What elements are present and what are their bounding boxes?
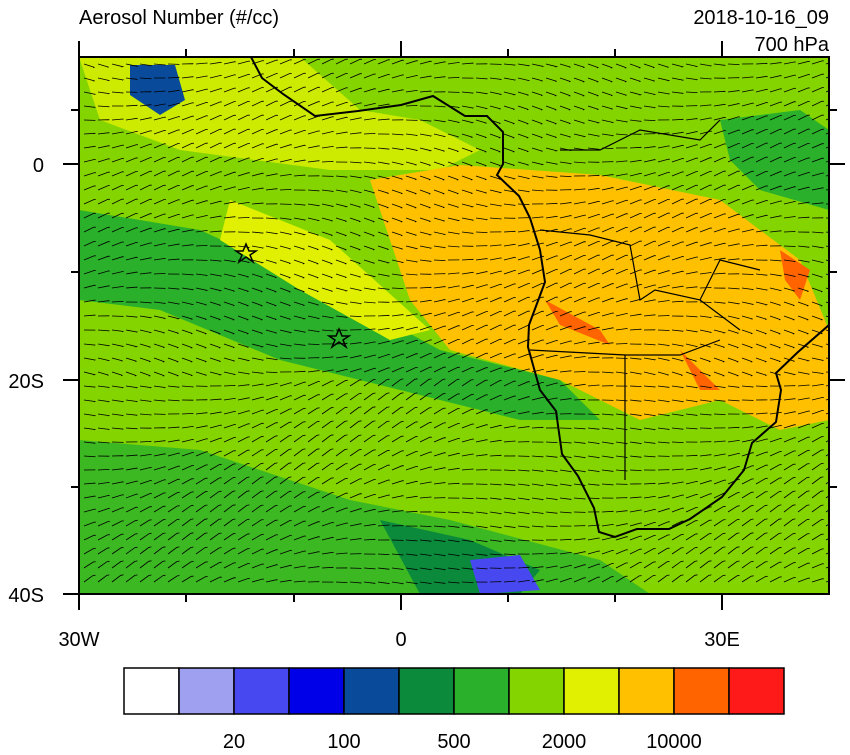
colorbar-box	[728, 667, 785, 715]
colorbar-label: 2000	[542, 731, 587, 750]
site-markers	[233, 242, 352, 350]
coastline	[250, 57, 829, 539]
barb-set	[83, 58, 829, 585]
level: 700 hPa	[754, 34, 829, 56]
colorbar-box	[563, 667, 620, 715]
lat-label: 40S	[8, 585, 44, 607]
colorbar-box	[288, 667, 345, 715]
field-green-band	[79, 210, 600, 420]
colorbar-box	[343, 667, 400, 715]
field-orange	[370, 165, 829, 430]
colorbar-box	[673, 667, 730, 715]
title: Aerosol Number (#/cc)	[79, 7, 279, 29]
axis-ticks	[63, 41, 845, 610]
colorbar: 20 100 500 2000 10000	[123, 667, 785, 753]
colorbar-box	[123, 667, 180, 715]
borders	[529, 119, 761, 480]
colorbar-label: 500	[437, 731, 470, 750]
field-green-south	[79, 440, 650, 594]
colorbar-label: 20	[223, 731, 245, 750]
field-yellow-center	[220, 200, 430, 340]
colorbar-box	[398, 667, 455, 715]
lon-label: 30E	[704, 629, 740, 651]
map-area	[79, 57, 829, 594]
colorbar-box	[618, 667, 675, 715]
time-stamp: 2018-10-16_09	[693, 7, 829, 29]
colorbar-box	[508, 667, 565, 715]
colorbar-box	[453, 667, 510, 715]
lon-label: 0	[395, 629, 406, 651]
map-frame	[78, 56, 830, 595]
field-red-orange	[545, 250, 810, 390]
lon-label: 30W	[58, 629, 99, 651]
wind-barbs	[83, 58, 829, 585]
lat-label: 0	[33, 155, 44, 177]
colorbar-box	[233, 667, 290, 715]
lat-label: 20S	[8, 371, 44, 393]
colorbar-label: 10000	[646, 731, 702, 750]
colorbar-box	[178, 667, 235, 715]
colorbar-label: 100	[327, 731, 360, 750]
field-blue	[470, 555, 540, 594]
